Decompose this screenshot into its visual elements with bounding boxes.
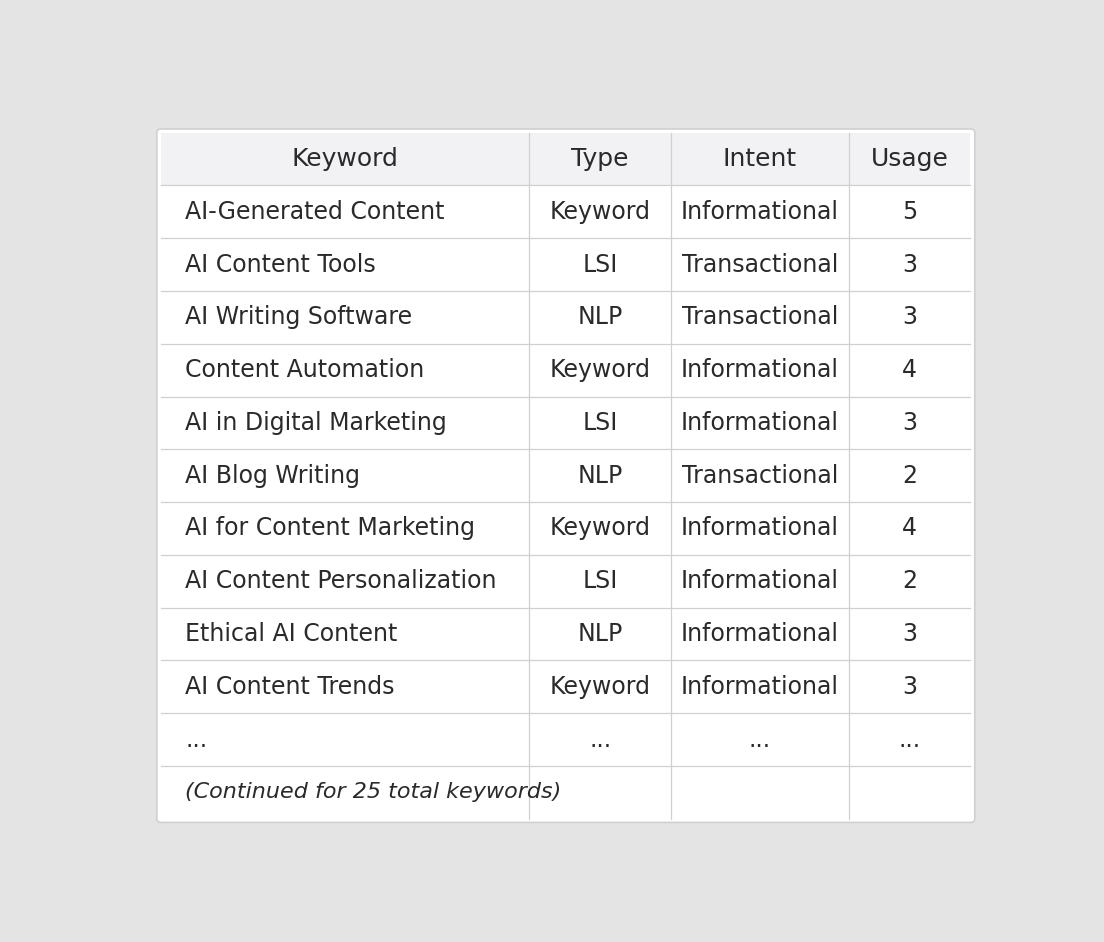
Text: Keyword: Keyword [550, 674, 650, 699]
Text: AI Writing Software: AI Writing Software [185, 305, 412, 330]
Text: AI Content Trends: AI Content Trends [185, 674, 394, 699]
Text: 3: 3 [902, 622, 917, 646]
Text: Content Automation: Content Automation [185, 358, 424, 382]
Text: Informational: Informational [681, 569, 839, 593]
Text: Type: Type [572, 147, 629, 171]
Bar [161, 186, 970, 238]
Text: 2: 2 [902, 463, 917, 488]
Text: AI-Generated Content: AI-Generated Content [185, 200, 445, 224]
Text: 3: 3 [902, 305, 917, 330]
Text: 3: 3 [902, 674, 917, 699]
Text: 5: 5 [902, 200, 917, 224]
Text: LSI: LSI [583, 252, 618, 277]
Bar [161, 344, 970, 397]
Bar [161, 238, 970, 291]
Text: Ethical AI Content: Ethical AI Content [185, 622, 397, 646]
Text: Keyword: Keyword [550, 200, 650, 224]
Text: Informational: Informational [681, 516, 839, 541]
Text: LSI: LSI [583, 569, 618, 593]
Text: NLP: NLP [577, 305, 623, 330]
Bar [161, 502, 970, 555]
Text: Informational: Informational [681, 358, 839, 382]
Text: Keyword: Keyword [550, 358, 650, 382]
Bar [161, 660, 970, 713]
Bar [161, 608, 970, 660]
Text: Intent: Intent [723, 147, 797, 171]
Text: NLP: NLP [577, 463, 623, 488]
Bar [161, 133, 970, 186]
Text: 3: 3 [902, 411, 917, 435]
Bar [161, 291, 970, 344]
Text: ...: ... [185, 727, 208, 752]
Text: Transactional: Transactional [682, 463, 838, 488]
Text: AI in Digital Marketing: AI in Digital Marketing [185, 411, 447, 435]
Bar [161, 766, 970, 819]
Text: Transactional: Transactional [682, 252, 838, 277]
Text: Keyword: Keyword [550, 516, 650, 541]
Text: NLP: NLP [577, 622, 623, 646]
Text: Transactional: Transactional [682, 305, 838, 330]
Text: AI Content Tools: AI Content Tools [185, 252, 375, 277]
Text: Informational: Informational [681, 622, 839, 646]
Text: Informational: Informational [681, 674, 839, 699]
Text: AI for Content Marketing: AI for Content Marketing [185, 516, 475, 541]
Text: Usage: Usage [871, 147, 948, 171]
Bar [161, 397, 970, 449]
Bar [161, 449, 970, 502]
Text: Informational: Informational [681, 411, 839, 435]
Bar [161, 555, 970, 608]
FancyBboxPatch shape [157, 129, 975, 822]
Text: AI Content Personalization: AI Content Personalization [185, 569, 497, 593]
Text: Keyword: Keyword [291, 147, 399, 171]
Text: Informational: Informational [681, 200, 839, 224]
Text: (Continued for 25 total keywords): (Continued for 25 total keywords) [185, 783, 561, 803]
Text: 3: 3 [902, 252, 917, 277]
Text: AI Blog Writing: AI Blog Writing [185, 463, 360, 488]
Text: ...: ... [899, 727, 921, 752]
Text: 2: 2 [902, 569, 917, 593]
Text: 4: 4 [902, 358, 917, 382]
Text: LSI: LSI [583, 411, 618, 435]
Text: 4: 4 [902, 516, 917, 541]
Text: ...: ... [590, 727, 612, 752]
Bar [161, 713, 970, 766]
Text: ...: ... [749, 727, 771, 752]
